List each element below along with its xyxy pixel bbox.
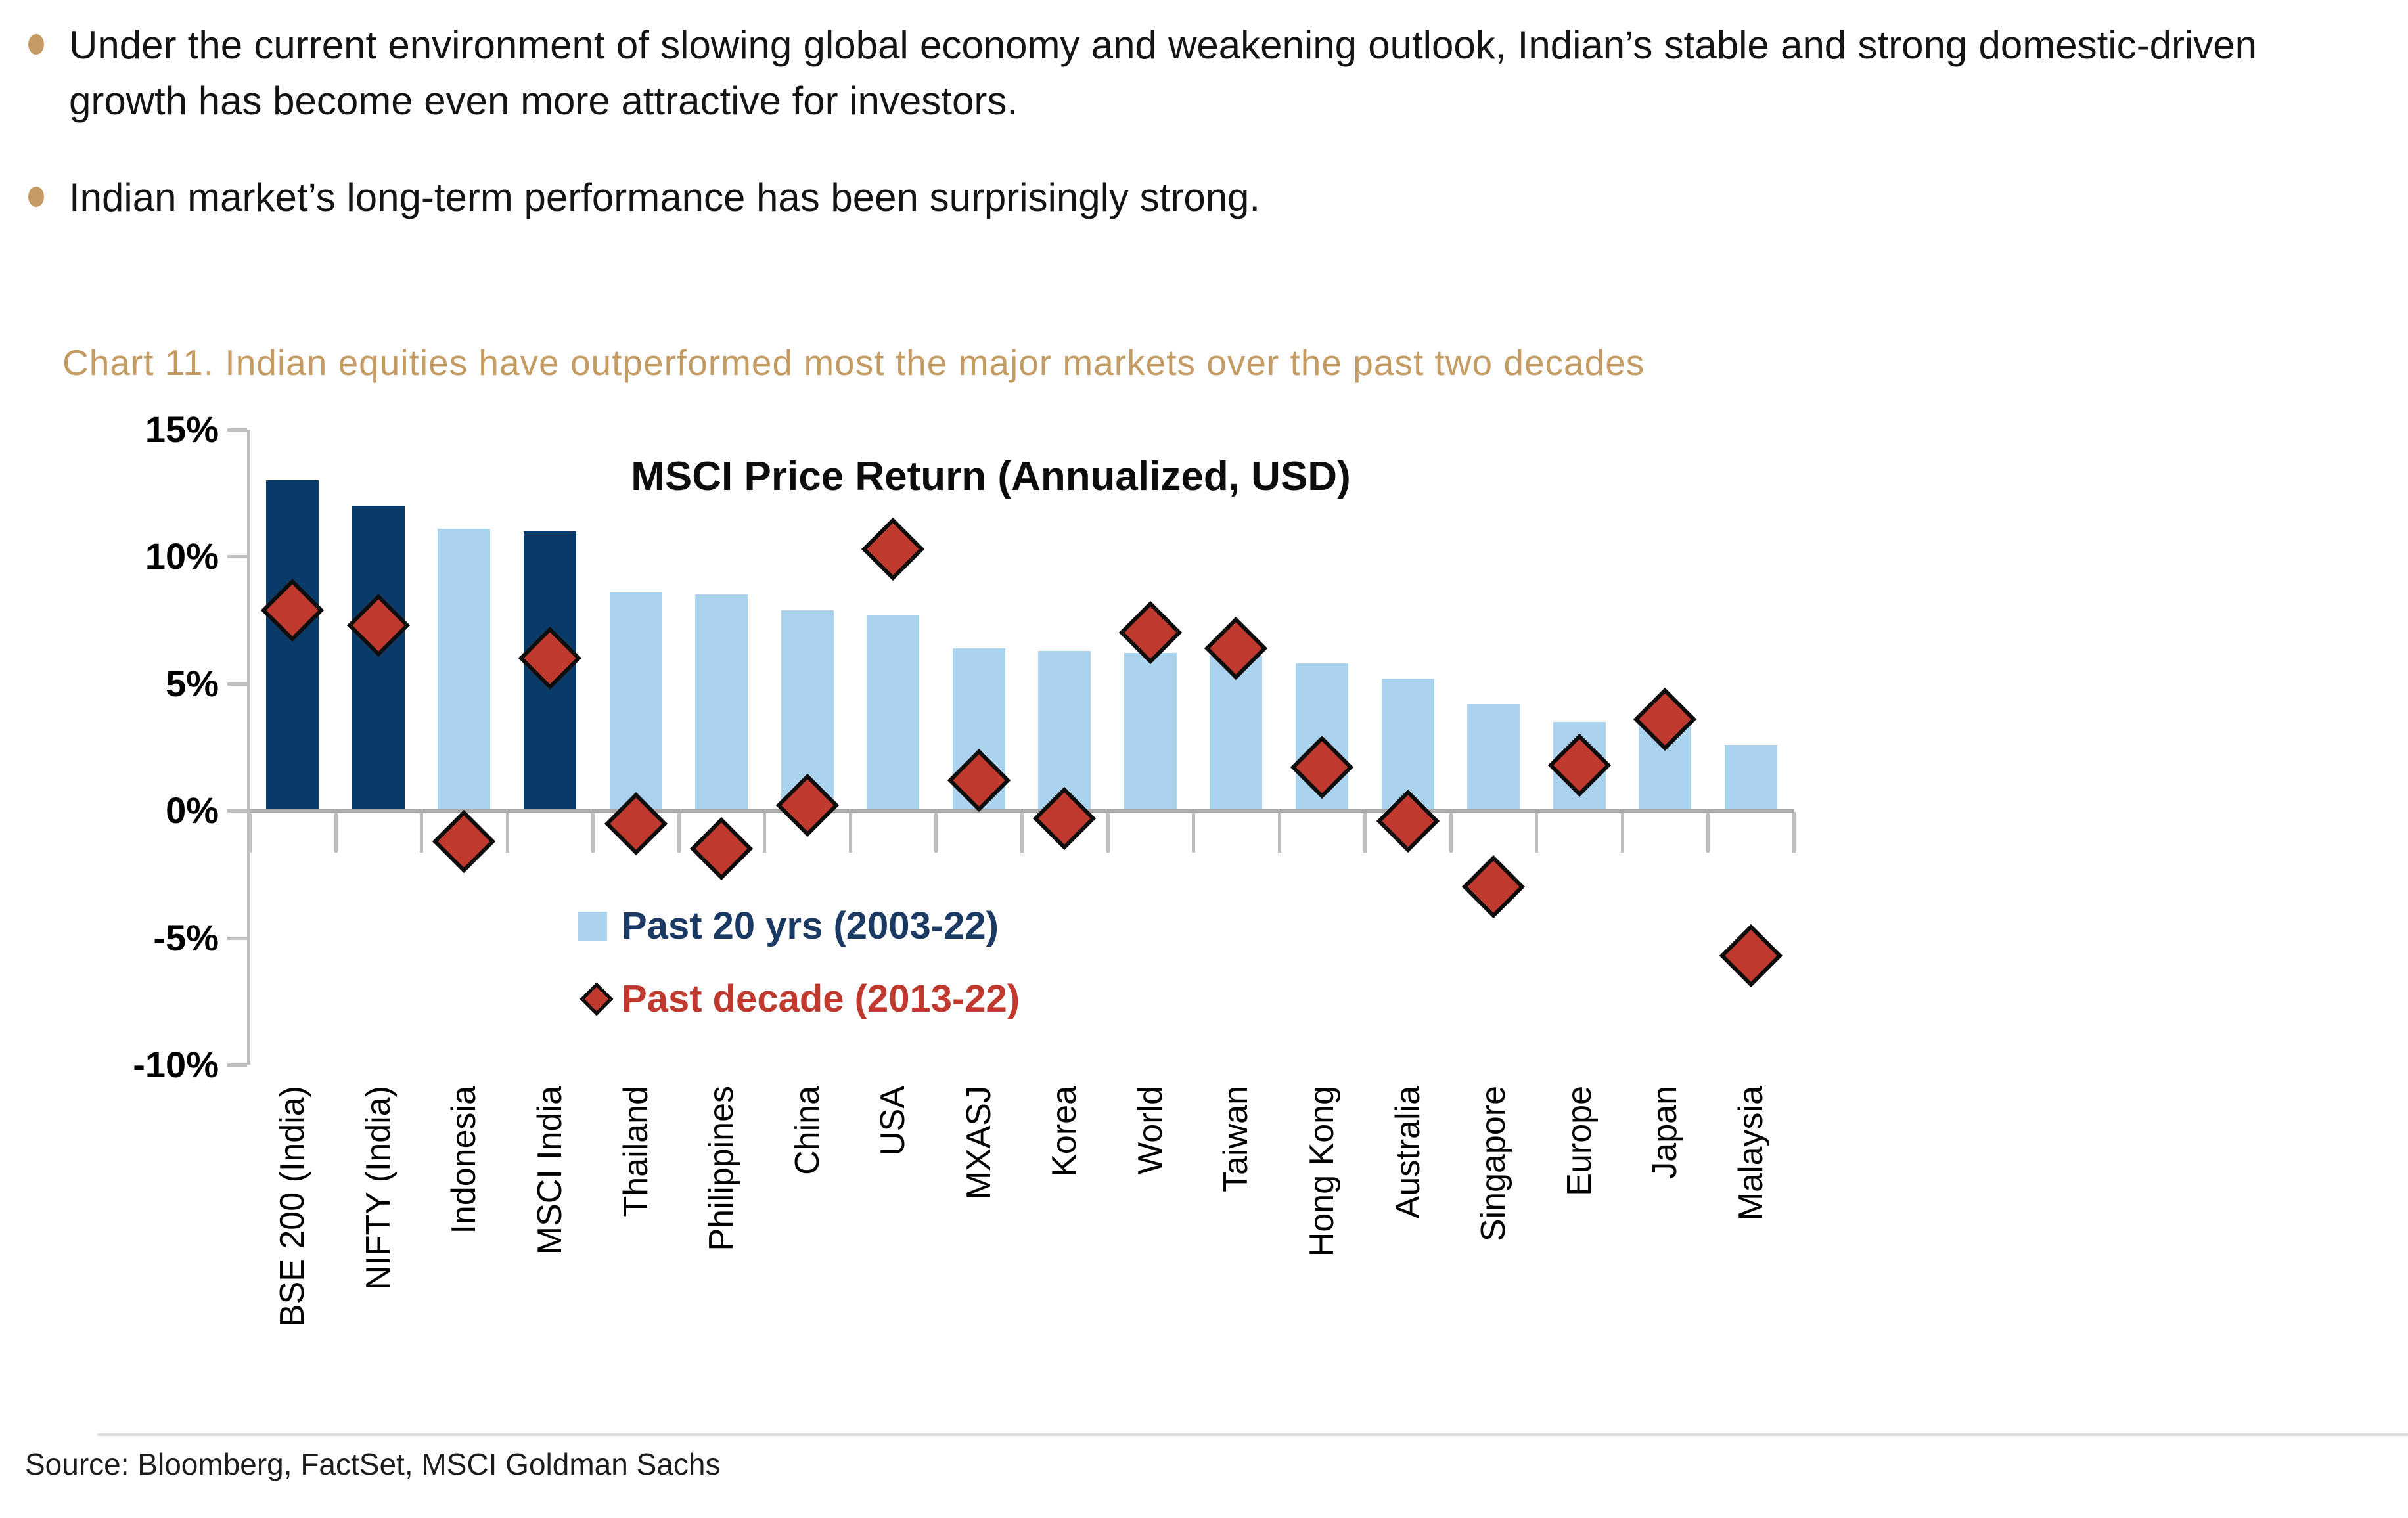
- y-axis-label: -5%: [153, 916, 219, 958]
- bullet-text: Under the current environment of slowing…: [69, 23, 2257, 123]
- x-axis-label-taiwan: Taiwan: [1217, 1086, 1256, 1192]
- x-axis-label-philippines: Philippines: [702, 1086, 741, 1251]
- bullet-dot-icon: [28, 187, 44, 207]
- bar-nifty-india: [352, 506, 405, 811]
- x-axis-label-hong-kong: Hong Kong: [1302, 1086, 1341, 1257]
- chart-plot-area: MSCI Price Return (Annualized, USD) Past…: [227, 428, 1796, 1067]
- category-tick: [1277, 812, 1281, 853]
- x-axis-label-bse-200-india: BSE 200 (India): [273, 1086, 312, 1328]
- y-axis-tick: [227, 809, 247, 813]
- bar-bse-200-india: [266, 480, 319, 811]
- x-axis-label-indonesia: Indonesia: [445, 1086, 484, 1234]
- bar-singapore: [1467, 703, 1520, 811]
- chart-title: MSCI Price Return (Annualized, USD): [631, 454, 1351, 499]
- legend-label: Past 20 yrs (2003-22): [622, 904, 999, 947]
- category-tick: [1106, 812, 1110, 853]
- diamond-swatch-icon: [579, 982, 614, 1016]
- x-axis-label-world: World: [1131, 1086, 1170, 1174]
- x-axis-label-nifty-india: NIFTY (India): [359, 1086, 398, 1291]
- category-tick: [420, 812, 424, 853]
- category-tick: [591, 812, 595, 853]
- bar-korea: [1038, 650, 1091, 811]
- category-tick: [505, 812, 509, 853]
- category-tick: [1792, 812, 1796, 853]
- x-axis-label-japan: Japan: [1646, 1086, 1685, 1179]
- category-tick: [1449, 812, 1453, 853]
- y-axis-tick: [227, 555, 247, 559]
- y-axis-line: [247, 430, 250, 1065]
- bullet-item: Under the current environment of slowing…: [28, 17, 2257, 129]
- diamond-swatch-wrap: [578, 981, 615, 1017]
- bar-usa: [867, 615, 920, 811]
- y-axis-label: -10%: [133, 1044, 219, 1085]
- diamond-philippines: [689, 817, 754, 881]
- category-tick: [1535, 812, 1539, 853]
- y-axis-label: 15%: [145, 409, 219, 450]
- bullet-dot-icon: [28, 34, 44, 55]
- bar-thailand: [609, 592, 662, 811]
- x-axis-label-singapore: Singapore: [1474, 1086, 1513, 1242]
- x-axis-label-malaysia: Malaysia: [1731, 1086, 1770, 1221]
- diamond-usa: [861, 517, 925, 581]
- category-tick: [763, 812, 767, 853]
- y-axis-tick: [227, 682, 247, 686]
- x-axis-label-mxasj: MXASJ: [959, 1086, 998, 1200]
- bar-swatch-icon: [578, 911, 607, 941]
- chart-caption: Chart 11. Indian equities have outperfor…: [62, 342, 1645, 383]
- chart: MSCI Price Return (Annualized, USD) Past…: [62, 407, 1843, 1412]
- bar-taiwan: [1210, 656, 1263, 811]
- x-axis-label-msci-india: MSCI India: [530, 1086, 569, 1255]
- category-tick: [334, 812, 338, 853]
- bar-philippines: [695, 594, 748, 811]
- y-axis-label: 10%: [145, 535, 219, 577]
- bar-indonesia: [438, 528, 491, 811]
- x-axis-label-australia: Australia: [1388, 1086, 1427, 1219]
- y-axis-tick: [227, 936, 247, 940]
- y-axis-label: 5%: [166, 662, 219, 704]
- x-axis-label-thailand: Thailand: [616, 1086, 655, 1217]
- category-tick: [1620, 812, 1624, 853]
- bar-australia: [1381, 679, 1434, 811]
- category-tick: [677, 812, 681, 853]
- x-axis-label-korea: Korea: [1045, 1086, 1084, 1177]
- bar-world: [1124, 653, 1177, 811]
- category-tick: [1363, 812, 1367, 853]
- category-tick: [248, 812, 252, 853]
- diamond-malaysia: [1719, 924, 1783, 987]
- y-axis-tick: [227, 428, 247, 432]
- diamond-indonesia: [432, 809, 496, 873]
- legend-item-diamonds: Past decade (2013-22): [578, 977, 1020, 1021]
- y-axis-label: 0%: [166, 790, 219, 832]
- bullet-item: Indian market’s long-term performance ha…: [28, 169, 2257, 225]
- category-tick: [848, 812, 852, 853]
- bullet-text: Indian market’s long-term performance ha…: [69, 175, 1261, 219]
- legend-label: Past decade (2013-22): [622, 977, 1020, 1020]
- legend-item-bars: Past 20 yrs (2003-22): [578, 904, 1020, 948]
- x-axis-label-china: China: [788, 1086, 827, 1175]
- bar-malaysia: [1724, 744, 1777, 811]
- category-tick: [934, 812, 938, 853]
- bullet-list: Under the current environment of slowing…: [28, 17, 2257, 225]
- y-axis-tick: [227, 1063, 247, 1067]
- diamond-singapore: [1461, 855, 1526, 919]
- category-tick: [1192, 812, 1196, 853]
- chart-legend: Past 20 yrs (2003-22) Past decade (2013-…: [578, 904, 1020, 1021]
- footer-divider: [97, 1433, 2408, 1436]
- x-axis-baseline: [250, 809, 1794, 813]
- category-tick: [1020, 812, 1024, 853]
- x-axis-label-europe: Europe: [1560, 1086, 1599, 1196]
- source-text: Source: Bloomberg, FactSet, MSCI Goldman…: [25, 1447, 721, 1481]
- x-axis-label-usa: USA: [874, 1086, 913, 1156]
- category-tick: [1706, 812, 1710, 853]
